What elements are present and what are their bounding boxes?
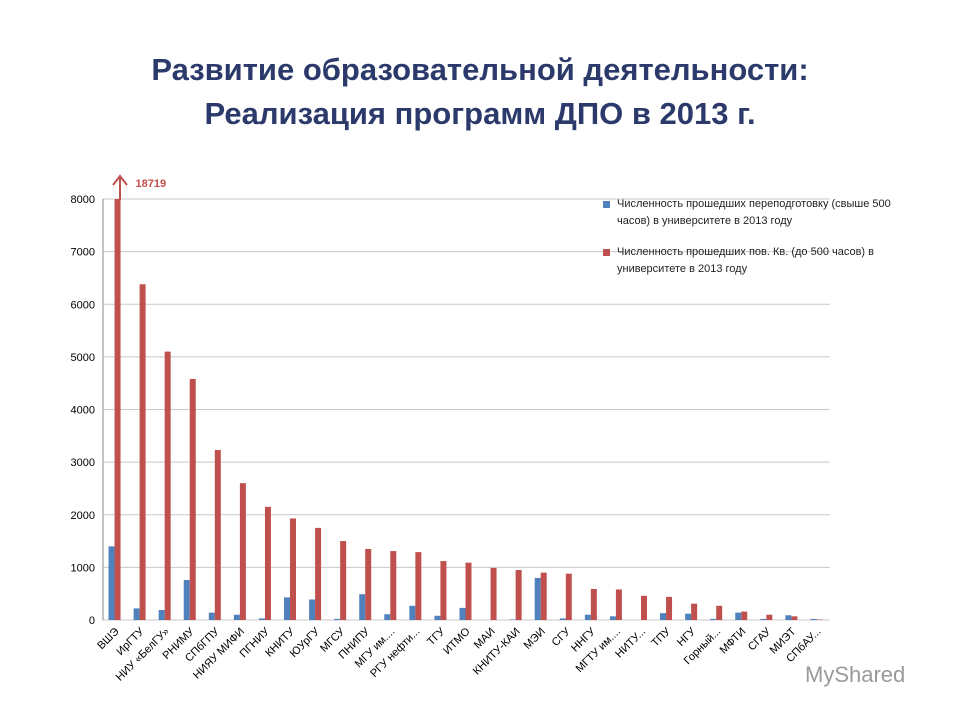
bar bbox=[183, 580, 190, 620]
bar bbox=[365, 548, 372, 620]
bar bbox=[465, 562, 472, 620]
bar bbox=[590, 588, 597, 620]
bar bbox=[239, 483, 246, 620]
bar bbox=[540, 572, 547, 620]
legend-swatch bbox=[603, 249, 610, 256]
y-tick-label: 1000 bbox=[71, 562, 95, 574]
legend-label: Численность прошедших переподготовку (св… bbox=[617, 198, 891, 227]
y-tick-label: 0 bbox=[89, 615, 95, 627]
bar bbox=[409, 605, 416, 620]
bar bbox=[189, 378, 196, 620]
x-tick-label: МЭИ bbox=[522, 626, 548, 652]
bar bbox=[640, 595, 647, 620]
bar bbox=[791, 616, 798, 620]
bar bbox=[315, 527, 322, 620]
bar bbox=[384, 614, 391, 620]
bar bbox=[258, 618, 265, 620]
bar bbox=[691, 603, 698, 620]
bar bbox=[666, 596, 673, 620]
bar bbox=[233, 614, 240, 620]
value-label: 18719 bbox=[136, 178, 167, 190]
y-tick-label: 3000 bbox=[71, 457, 95, 469]
y-tick-label: 7000 bbox=[71, 247, 95, 259]
legend-item: Численность прошедших пов. Кв. (до 500 ч… bbox=[603, 244, 893, 278]
bar bbox=[716, 605, 723, 620]
bar bbox=[334, 618, 341, 620]
arrow-head bbox=[112, 174, 128, 186]
bar bbox=[816, 619, 823, 620]
bar bbox=[114, 199, 121, 621]
bar bbox=[534, 577, 541, 620]
grid bbox=[102, 198, 830, 621]
bar bbox=[440, 561, 447, 620]
bar bbox=[559, 618, 566, 620]
bar bbox=[208, 612, 215, 620]
bar bbox=[766, 614, 773, 620]
bar bbox=[214, 450, 221, 620]
bar bbox=[284, 597, 291, 620]
y-tick-label: 2000 bbox=[71, 510, 95, 522]
bar bbox=[340, 541, 347, 620]
bar bbox=[660, 613, 667, 620]
title-line: Развитие образовательной деятельности: bbox=[151, 52, 809, 87]
bar bbox=[741, 611, 748, 620]
bar bbox=[133, 608, 140, 620]
bar bbox=[390, 551, 397, 620]
legend-label: Численность прошедших пов. Кв. (до 500 ч… bbox=[617, 246, 874, 275]
bar bbox=[108, 546, 115, 620]
bar bbox=[584, 614, 591, 620]
title-line: Реализация программ ДПО в 2013 г. bbox=[204, 96, 756, 131]
bar bbox=[359, 594, 366, 620]
bar bbox=[685, 613, 692, 620]
watermark: MyShared bbox=[805, 662, 906, 687]
bar bbox=[810, 618, 817, 620]
legend: Численность прошедших переподготовку (св… bbox=[603, 196, 893, 292]
bar bbox=[415, 552, 422, 620]
title: Развитие образовательной деятельности: Р… bbox=[0, 48, 960, 136]
bar bbox=[158, 610, 165, 620]
bar bbox=[735, 612, 742, 620]
y-tick-label: 6000 bbox=[71, 299, 95, 311]
bar bbox=[434, 615, 441, 620]
x-tick-label: ТПУ bbox=[649, 625, 673, 649]
bar bbox=[490, 567, 497, 620]
y-tick-label: 4000 bbox=[71, 405, 95, 417]
y-tick-label: 5000 bbox=[71, 352, 95, 364]
bar bbox=[309, 599, 316, 620]
bar bbox=[760, 618, 767, 620]
x-tick-label: МФТИ bbox=[718, 626, 749, 657]
bar bbox=[459, 607, 466, 620]
x-tick-label: ИТМО bbox=[441, 625, 473, 657]
bar bbox=[515, 570, 522, 620]
bar bbox=[164, 351, 171, 620]
bar bbox=[264, 506, 271, 620]
legend-swatch bbox=[603, 201, 610, 208]
bar bbox=[565, 573, 572, 620]
bar bbox=[785, 615, 792, 620]
bar bbox=[609, 616, 616, 620]
bar bbox=[509, 619, 516, 620]
bar bbox=[139, 284, 146, 620]
bar bbox=[615, 589, 622, 620]
y-tick-label: 8000 bbox=[71, 194, 95, 206]
bars bbox=[108, 199, 823, 621]
legend-item: Численность прошедших переподготовку (св… bbox=[603, 196, 893, 230]
bar bbox=[710, 618, 717, 620]
bar bbox=[290, 518, 297, 620]
